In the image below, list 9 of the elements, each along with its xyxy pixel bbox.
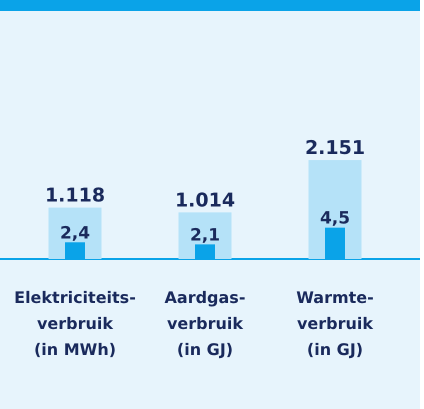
x-tick-label: Warmte- verbruik (in GJ) bbox=[296, 288, 374, 359]
x-tick-label: Elektriciteits- verbruik (in MWh) bbox=[14, 288, 136, 359]
data-label: 1.118 bbox=[44, 184, 106, 207]
data-label: 1.014 bbox=[174, 189, 236, 212]
data-label: 2,4 bbox=[60, 223, 90, 244]
data-label: 2,1 bbox=[190, 225, 220, 246]
data-label: 4,5 bbox=[320, 208, 350, 229]
x-tick-label: Aardgas- verbruik (in GJ) bbox=[164, 288, 246, 359]
data-label: 2.151 bbox=[304, 137, 366, 160]
